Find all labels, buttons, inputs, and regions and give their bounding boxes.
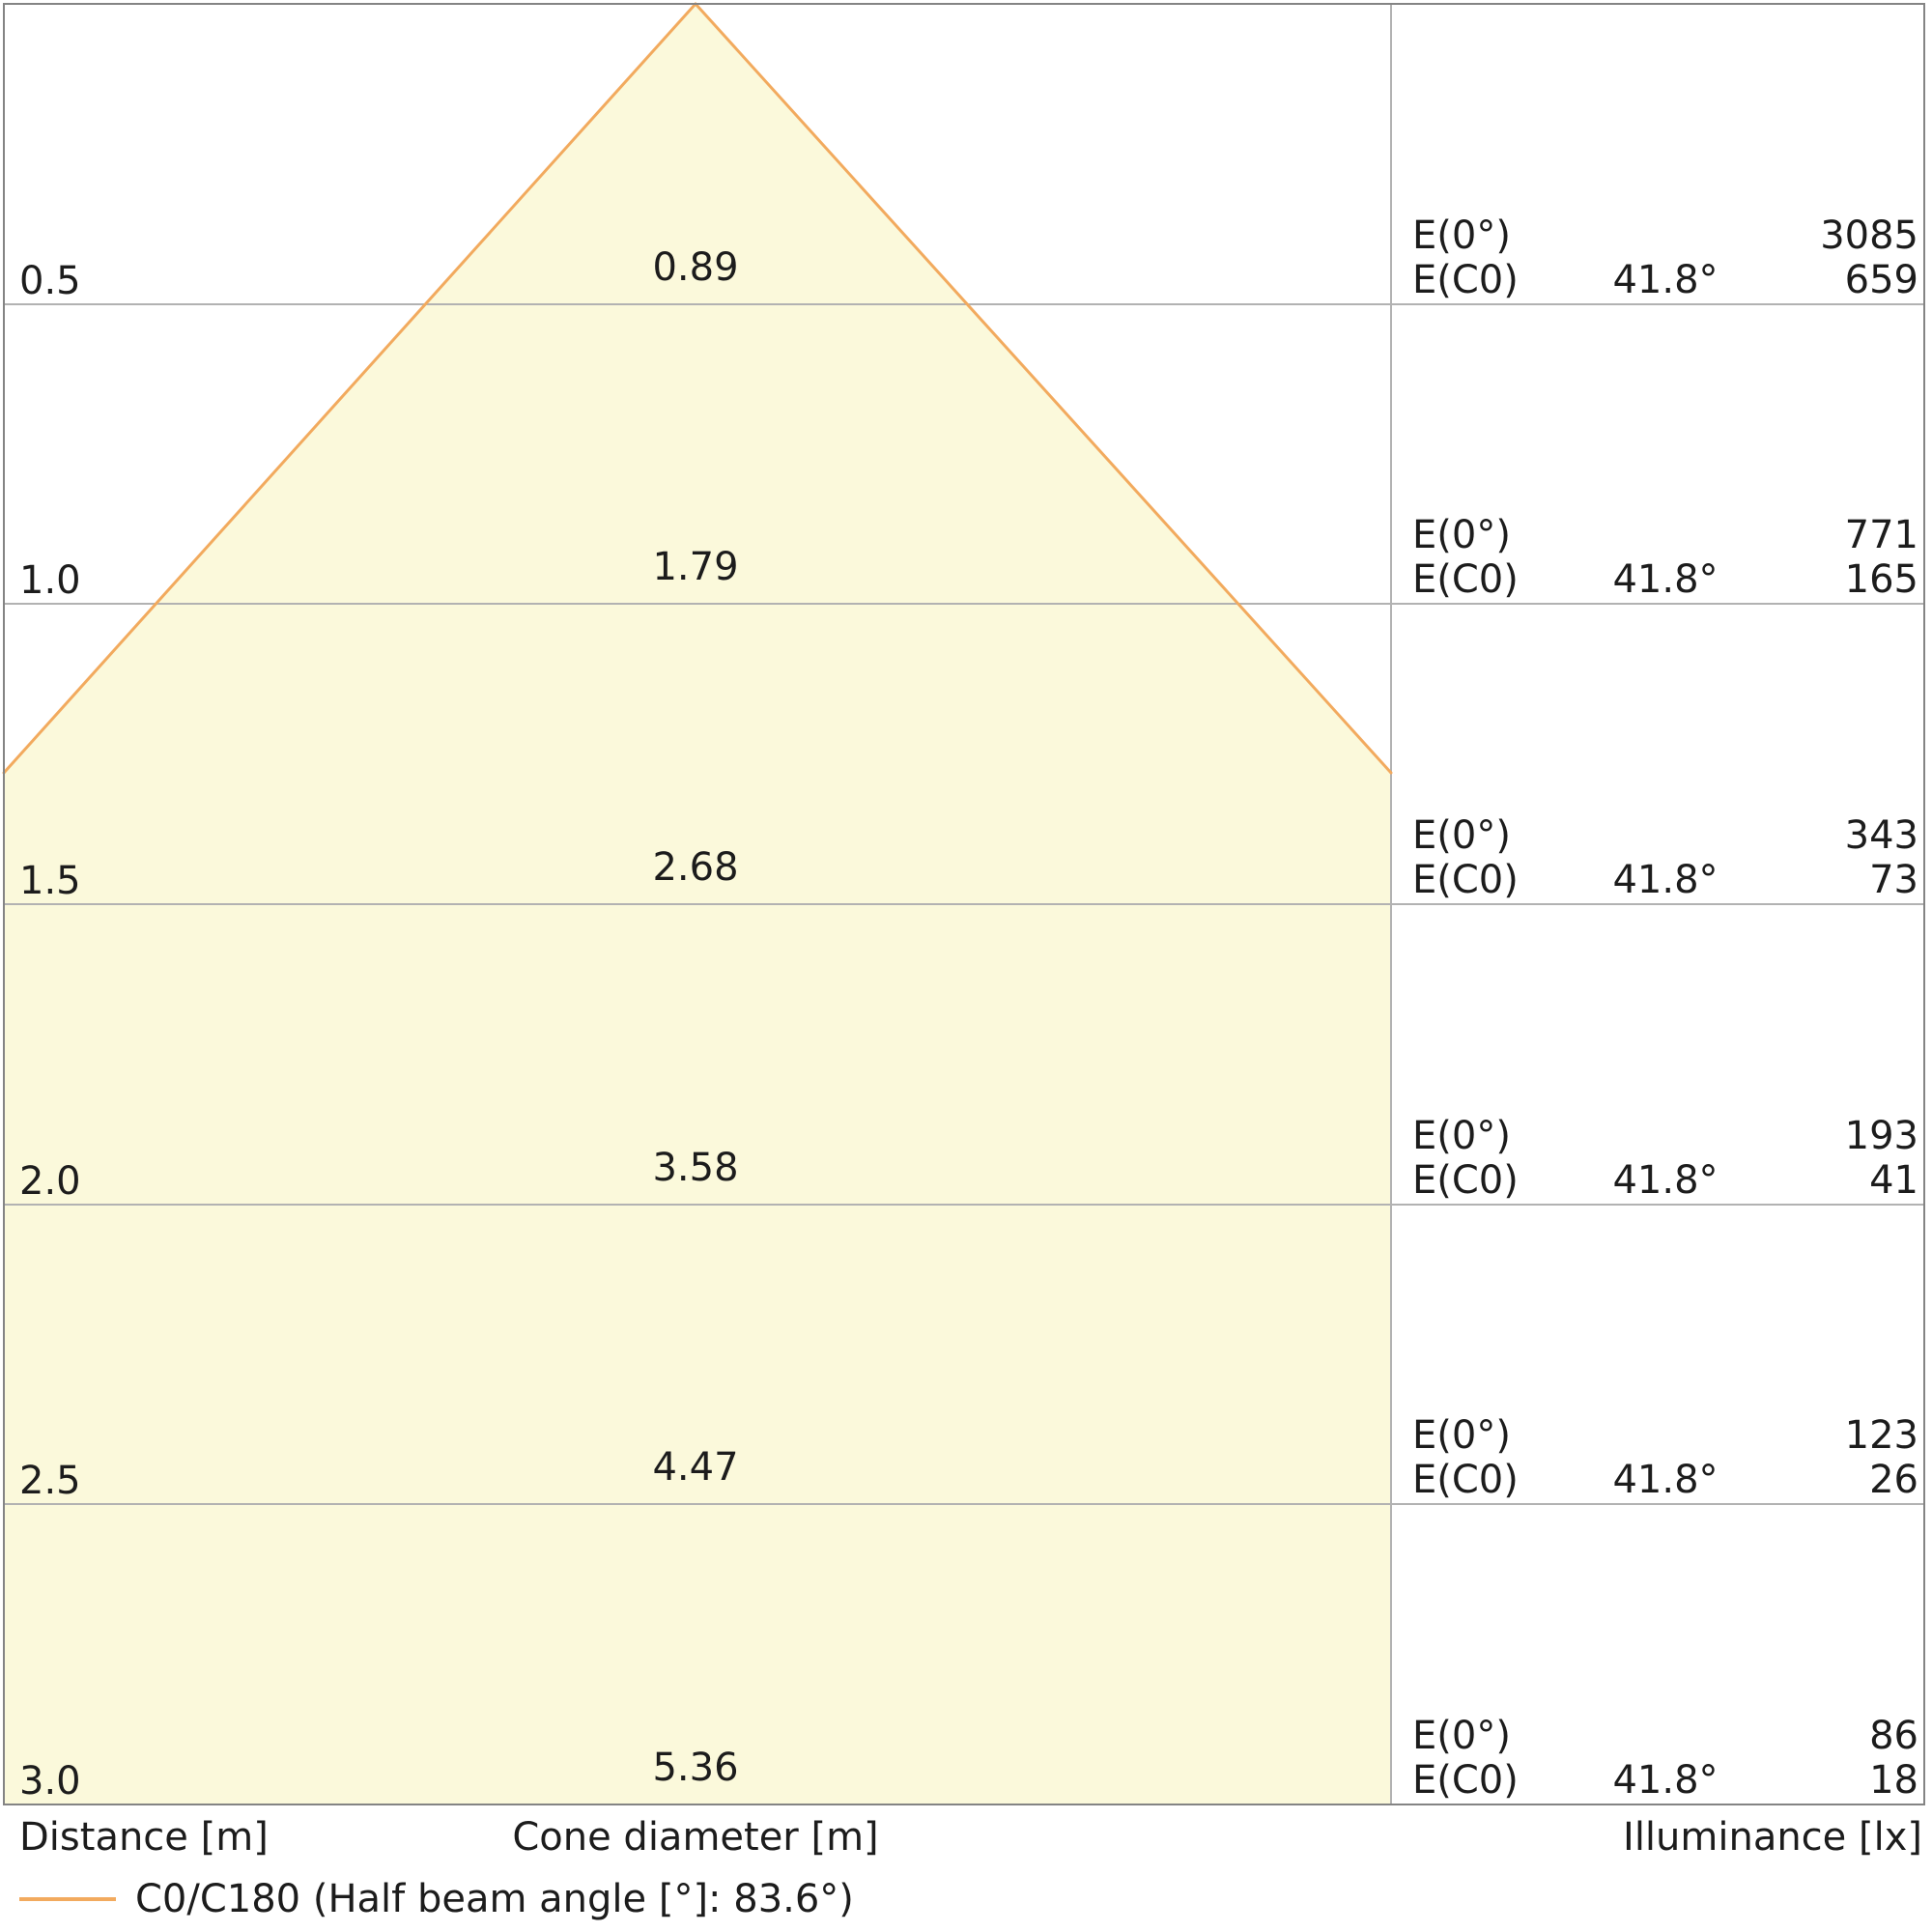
plot-border: [3, 3, 1925, 1805]
ec0-row: E(C0) 41.8° 73: [1412, 858, 1918, 902]
cone-diameter-value-3.0: 5.36: [652, 1746, 739, 1790]
beam-edge-left: [2, 2, 697, 775]
illuminance-cell-3.0: E(0°) 86 E(C0) 41.8° 18: [1412, 1714, 1918, 1803]
ec0-label: E(C0): [1412, 1458, 1519, 1502]
e0-label: E(0°): [1412, 1114, 1511, 1158]
ec0-label: E(C0): [1412, 858, 1519, 902]
illuminance-cell-0.5: E(0°) 3085 E(C0) 41.8° 659: [1412, 213, 1918, 302]
e0-label: E(0°): [1412, 213, 1511, 258]
distance-gridlines: [4, 4, 1924, 1804]
cone-diameter-value-1.5: 2.68: [652, 845, 739, 890]
distance-axis-label: Distance [m]: [19, 1815, 269, 1860]
ec0-row: E(C0) 41.8° 659: [1412, 258, 1918, 302]
e0-value: 343: [1844, 813, 1918, 858]
beam-angle-value: 41.8°: [1612, 1458, 1719, 1502]
ec0-value: 659: [1844, 258, 1918, 302]
e0-row: E(0°) 123: [1412, 1413, 1918, 1458]
e0-row: E(0°) 193: [1412, 1114, 1918, 1158]
ec0-value: 73: [1869, 858, 1918, 902]
ec0-value: 18: [1869, 1758, 1918, 1803]
beam-angle-value: 41.8°: [1612, 1158, 1719, 1203]
e0-label: E(0°): [1412, 813, 1511, 858]
distance-tick-2.5: 2.5: [19, 1459, 81, 1503]
ec0-label: E(C0): [1412, 557, 1519, 602]
e0-value: 771: [1844, 513, 1918, 557]
ec0-row: E(C0) 41.8° 41: [1412, 1158, 1918, 1203]
ec0-label: E(C0): [1412, 258, 1519, 302]
e0-row: E(0°) 343: [1412, 813, 1918, 858]
beam-angle-value: 41.8°: [1612, 858, 1719, 902]
e0-value: 123: [1844, 1413, 1918, 1458]
illuminance-cell-1.5: E(0°) 343 E(C0) 41.8° 73: [1412, 813, 1918, 902]
e0-value: 86: [1869, 1714, 1918, 1758]
illuminance-cell-2.5: E(0°) 123 E(C0) 41.8° 26: [1412, 1413, 1918, 1502]
beam-edge-right: [694, 2, 1393, 775]
ec0-row: E(C0) 41.8° 26: [1412, 1458, 1918, 1502]
illuminance-cell-2.0: E(0°) 193 E(C0) 41.8° 41: [1412, 1114, 1918, 1203]
cone-diameter-value-0.5: 0.89: [652, 245, 739, 290]
illuminance-axis-label: Illuminance [lx]: [1623, 1815, 1922, 1860]
ec0-label: E(C0): [1412, 1758, 1519, 1803]
beam-edge-lines: [2, 2, 1393, 775]
ec0-row: E(C0) 41.8° 18: [1412, 1758, 1918, 1803]
beam-angle-value: 41.8°: [1612, 1758, 1719, 1803]
ec0-label: E(C0): [1412, 1158, 1519, 1203]
e0-row: E(0°) 3085: [1412, 213, 1918, 258]
illuminance-cell-1.0: E(0°) 771 E(C0) 41.8° 165: [1412, 513, 1918, 602]
distance-tick-1.5: 1.5: [19, 859, 81, 903]
e0-value: 3085: [1820, 213, 1918, 258]
distance-tick-0.5: 0.5: [19, 259, 81, 303]
legend-line-swatch: [19, 1897, 116, 1901]
cone-diameter-axis-label: Cone diameter [m]: [512, 1815, 879, 1860]
distance-tick-3.0: 3.0: [19, 1759, 81, 1804]
distance-tick-2.0: 2.0: [19, 1159, 81, 1204]
e0-label: E(0°): [1412, 1413, 1511, 1458]
ec0-row: E(C0) 41.8° 165: [1412, 557, 1918, 602]
e0-label: E(0°): [1412, 513, 1511, 557]
distance-tick-1.0: 1.0: [19, 558, 81, 603]
cone-diameter-value-2.0: 3.58: [652, 1146, 739, 1190]
e0-value: 193: [1844, 1114, 1918, 1158]
cone-diameter-value-1.0: 1.79: [652, 545, 739, 589]
ec0-value: 41: [1869, 1158, 1918, 1203]
legend-label: C0/C180 (Half beam angle [°]: 83.6°): [135, 1877, 854, 1921]
beam-angle-value: 41.8°: [1612, 258, 1719, 302]
e0-label: E(0°): [1412, 1714, 1511, 1758]
beam-angle-value: 41.8°: [1612, 557, 1719, 602]
e0-row: E(0°) 86: [1412, 1714, 1918, 1758]
ec0-value: 26: [1869, 1458, 1918, 1502]
e0-row: E(0°) 771: [1412, 513, 1918, 557]
cone-diameter-value-2.5: 4.47: [652, 1445, 739, 1490]
ec0-value: 165: [1844, 557, 1918, 602]
